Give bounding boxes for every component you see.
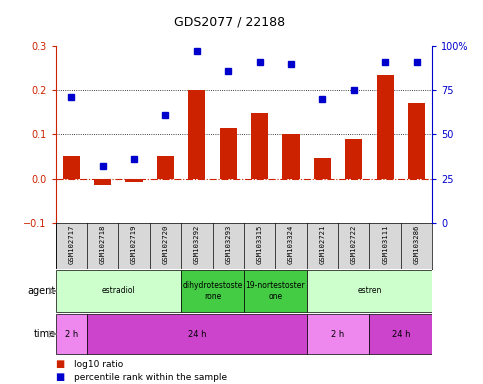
Bar	[283, 134, 299, 179]
Text: percentile rank within the sample: percentile rank within the sample	[74, 372, 227, 382]
Bar	[94, 179, 111, 185]
Text: GSM102717: GSM102717	[68, 225, 74, 265]
Text: GSM103111: GSM103111	[382, 225, 388, 265]
Text: 2 h: 2 h	[65, 329, 78, 339]
Text: GSM102719: GSM102719	[131, 225, 137, 265]
Text: GSM102721: GSM102721	[319, 225, 326, 265]
Bar	[345, 139, 362, 179]
Text: GSM103293: GSM103293	[225, 225, 231, 265]
Bar	[244, 270, 307, 312]
Text: GSM103286: GSM103286	[413, 225, 420, 265]
Text: ■: ■	[56, 359, 65, 369]
Text: GSM103315: GSM103315	[256, 225, 263, 265]
Bar	[377, 75, 394, 179]
Text: GSM103292: GSM103292	[194, 225, 200, 265]
Bar	[63, 157, 80, 179]
Bar	[251, 113, 268, 179]
Bar	[220, 128, 237, 179]
Text: 19-nortestoster
one: 19-nortestoster one	[245, 281, 305, 301]
Bar	[307, 314, 369, 354]
Bar	[408, 104, 425, 179]
Text: 24 h: 24 h	[187, 329, 206, 339]
Text: estradiol: estradiol	[101, 286, 135, 295]
Bar	[126, 179, 142, 182]
Text: GSM102722: GSM102722	[351, 225, 357, 265]
Bar	[307, 270, 432, 312]
Bar	[56, 270, 181, 312]
Bar	[87, 314, 307, 354]
Text: 24 h: 24 h	[392, 329, 410, 339]
Bar	[369, 314, 432, 354]
Text: estren: estren	[357, 286, 382, 295]
Text: GDS2077 / 22188: GDS2077 / 22188	[174, 15, 285, 28]
Bar	[56, 314, 87, 354]
Text: GSM102720: GSM102720	[162, 225, 169, 265]
Text: dihydrotestoste
rone: dihydrotestoste rone	[183, 281, 243, 301]
Bar	[314, 158, 331, 179]
Text: time: time	[33, 329, 56, 339]
Text: agent: agent	[28, 286, 56, 296]
Text: 2 h: 2 h	[331, 329, 345, 339]
Bar	[188, 90, 205, 179]
Text: GSM102718: GSM102718	[99, 225, 106, 265]
Text: log10 ratio: log10 ratio	[74, 359, 123, 369]
Bar	[181, 270, 244, 312]
Text: ■: ■	[56, 372, 65, 382]
Text: GSM103324: GSM103324	[288, 225, 294, 265]
Bar	[157, 157, 174, 179]
